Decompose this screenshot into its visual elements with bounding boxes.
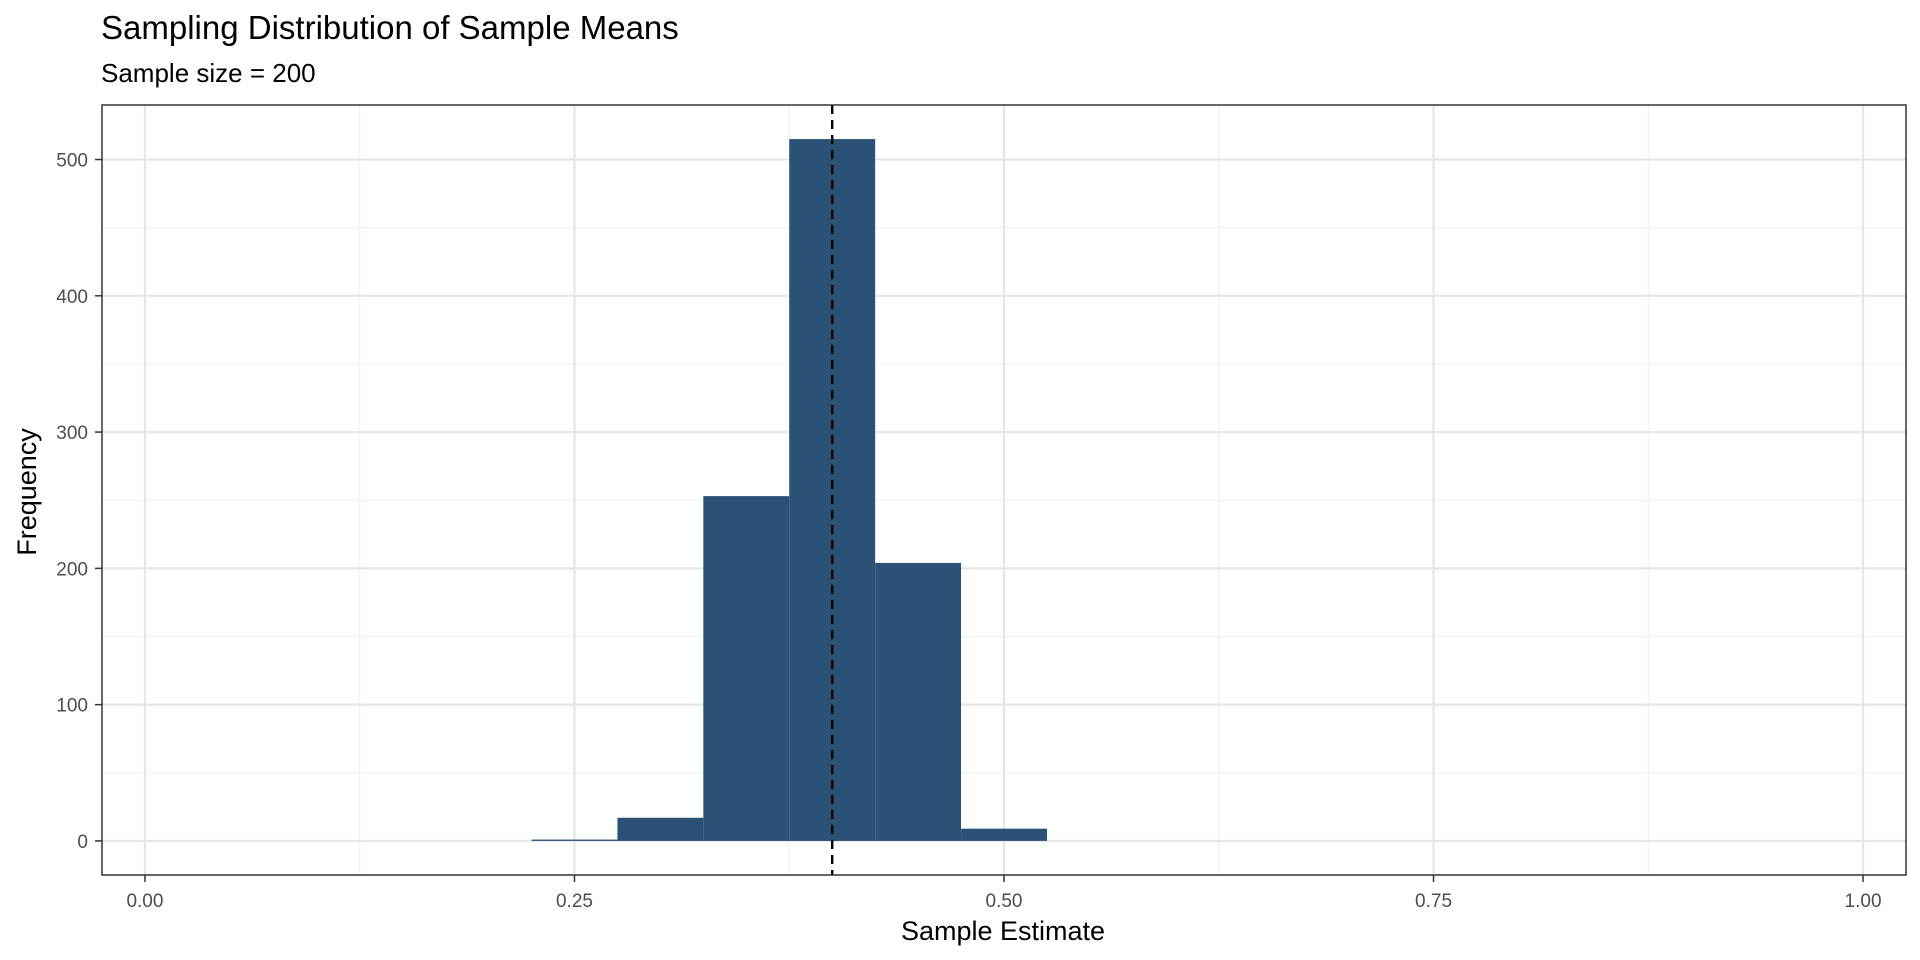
histogram-bar (961, 828, 1047, 841)
x-tick-label: 0.75 (1415, 891, 1452, 912)
x-tick-label: 1.00 (1845, 891, 1882, 912)
x-axis-title: Sample Estimate (901, 916, 1105, 946)
chart-title: Sampling Distribution of Sample Means (101, 9, 679, 46)
chart-subtitle: Sample size = 200 (101, 58, 316, 88)
y-axis: 0 100 200 300 400 500 (56, 151, 102, 853)
y-tick-label: 500 (56, 151, 88, 172)
y-tick-label: 300 (56, 423, 88, 444)
y-axis-title: Frequency (12, 428, 42, 556)
x-tick-label: 0.50 (986, 891, 1023, 912)
x-tick-label: 0.00 (126, 891, 163, 912)
y-tick-label: 0 (77, 832, 88, 853)
plot-panel (101, 104, 1907, 876)
x-tick-label: 0.25 (556, 891, 593, 912)
y-tick-label: 200 (56, 559, 88, 580)
y-tick-label: 400 (56, 287, 88, 308)
histogram-bar (875, 562, 962, 841)
histogram-bar (703, 496, 790, 841)
x-axis: 0.00 0.25 0.50 0.75 1.00 (126, 875, 1882, 912)
histogram-bar (617, 817, 704, 841)
histogram-bar (531, 839, 618, 841)
y-tick-label: 100 (56, 696, 88, 717)
